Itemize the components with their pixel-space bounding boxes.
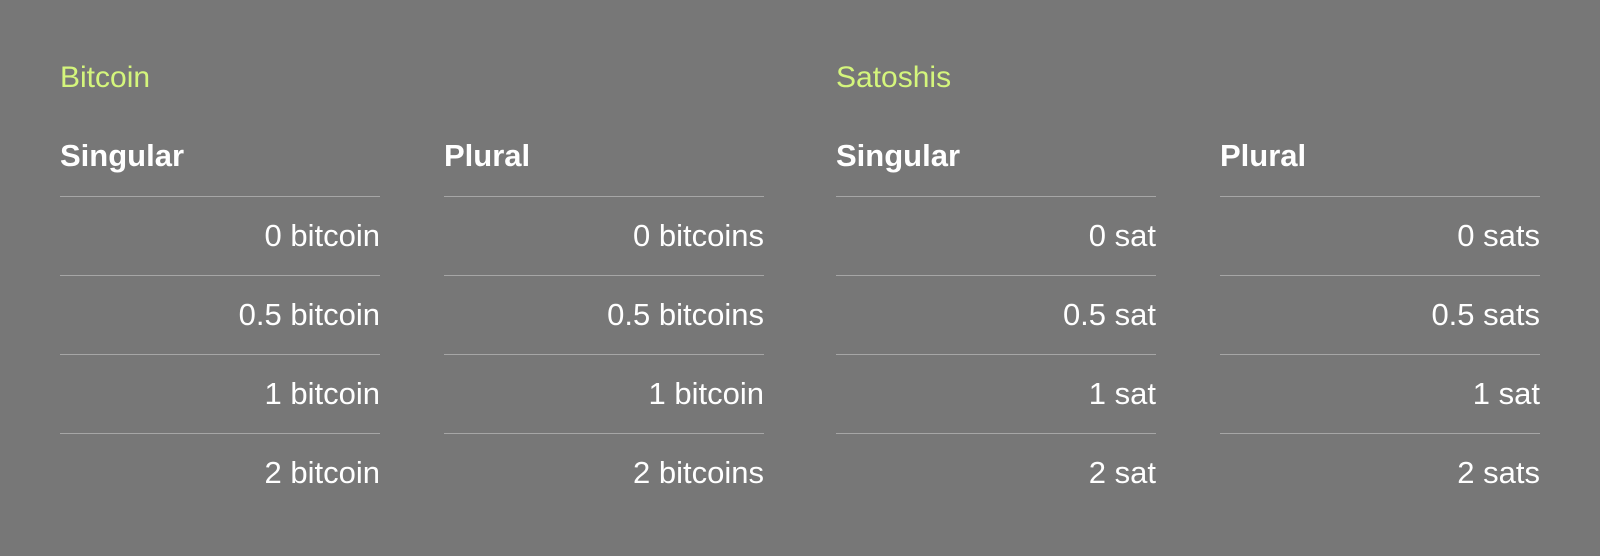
table-cell: 0.5 bitcoin	[60, 275, 380, 354]
table-cell: 2 bitcoins	[444, 433, 764, 512]
table-cell: 2 sats	[1220, 433, 1540, 512]
table-cell: 0 sats	[1220, 196, 1540, 275]
table-cell: 1 bitcoin	[60, 354, 380, 433]
table-cell: 1 sat	[836, 354, 1156, 433]
table-cell: 0 bitcoins	[444, 196, 764, 275]
table-cell: 0.5 sat	[836, 275, 1156, 354]
column-header-plural: Plural	[444, 138, 531, 173]
bitcoin-singular-column: Singular 0 bitcoin 0.5 bitcoin 1 bitcoin…	[60, 136, 380, 512]
satoshis-singular-column: Singular 0 sat 0.5 sat 1 sat 2 sat	[836, 136, 1156, 512]
table-cell: 1 bitcoin	[444, 354, 764, 433]
table-cell: 0.5 sats	[1220, 275, 1540, 354]
table-cell: 0 sat	[836, 196, 1156, 275]
table-cell: 2 sat	[836, 433, 1156, 512]
table-cell: 0 bitcoin	[60, 196, 380, 275]
satoshis-title: Satoshis	[836, 61, 952, 94]
column-header-plural: Plural	[1220, 138, 1307, 173]
table-cell: 0.5 bitcoins	[444, 275, 764, 354]
table-cell: 2 bitcoin	[60, 433, 380, 512]
bitcoin-plural-column: Plural 0 bitcoins 0.5 bitcoins 1 bitcoin…	[444, 136, 764, 512]
column-header-singular: Singular	[60, 138, 185, 173]
table-cell: 1 sat	[1220, 354, 1540, 433]
bitcoin-title: Bitcoin	[60, 61, 151, 94]
column-header-singular: Singular	[836, 138, 961, 173]
satoshis-plural-column: Plural 0 sats 0.5 sats 1 sat 2 sats	[1220, 136, 1540, 512]
